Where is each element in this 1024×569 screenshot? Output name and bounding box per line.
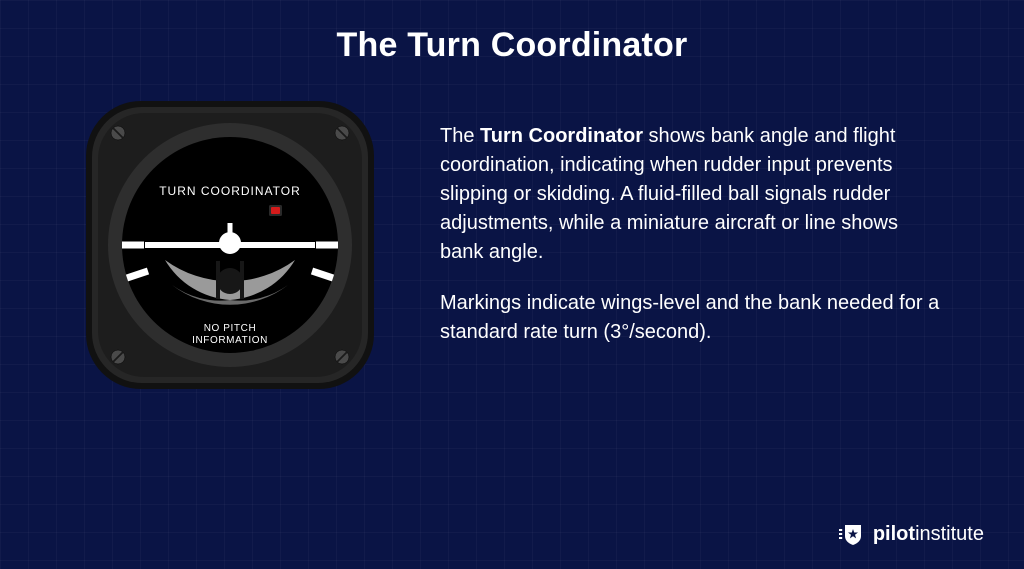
footer-brand-text: pilotinstitute [873, 523, 984, 546]
turn-coordinator-instrument: TURN COORDINATOR [80, 95, 380, 395]
desc-paragraph-2: Markings indicate wings-level and the ba… [440, 289, 940, 347]
shield-wing-icon [839, 521, 865, 547]
description-block: The Turn Coordinator shows bank angle an… [440, 122, 940, 369]
desc-paragraph-1: The Turn Coordinator shows bank angle an… [440, 122, 940, 267]
instrument-label-bottom2: INFORMATION [192, 335, 268, 346]
instrument-label-bottom1: NO PITCH [204, 323, 257, 334]
footer-brand: pilotinstitute [839, 521, 984, 547]
turn-coordinator-svg: TURN COORDINATOR [80, 95, 380, 395]
page-title: The Turn Coordinator [0, 0, 1024, 65]
content-row: TURN COORDINATOR [0, 65, 1024, 395]
instrument-label-top: TURN COORDINATOR [159, 184, 301, 198]
